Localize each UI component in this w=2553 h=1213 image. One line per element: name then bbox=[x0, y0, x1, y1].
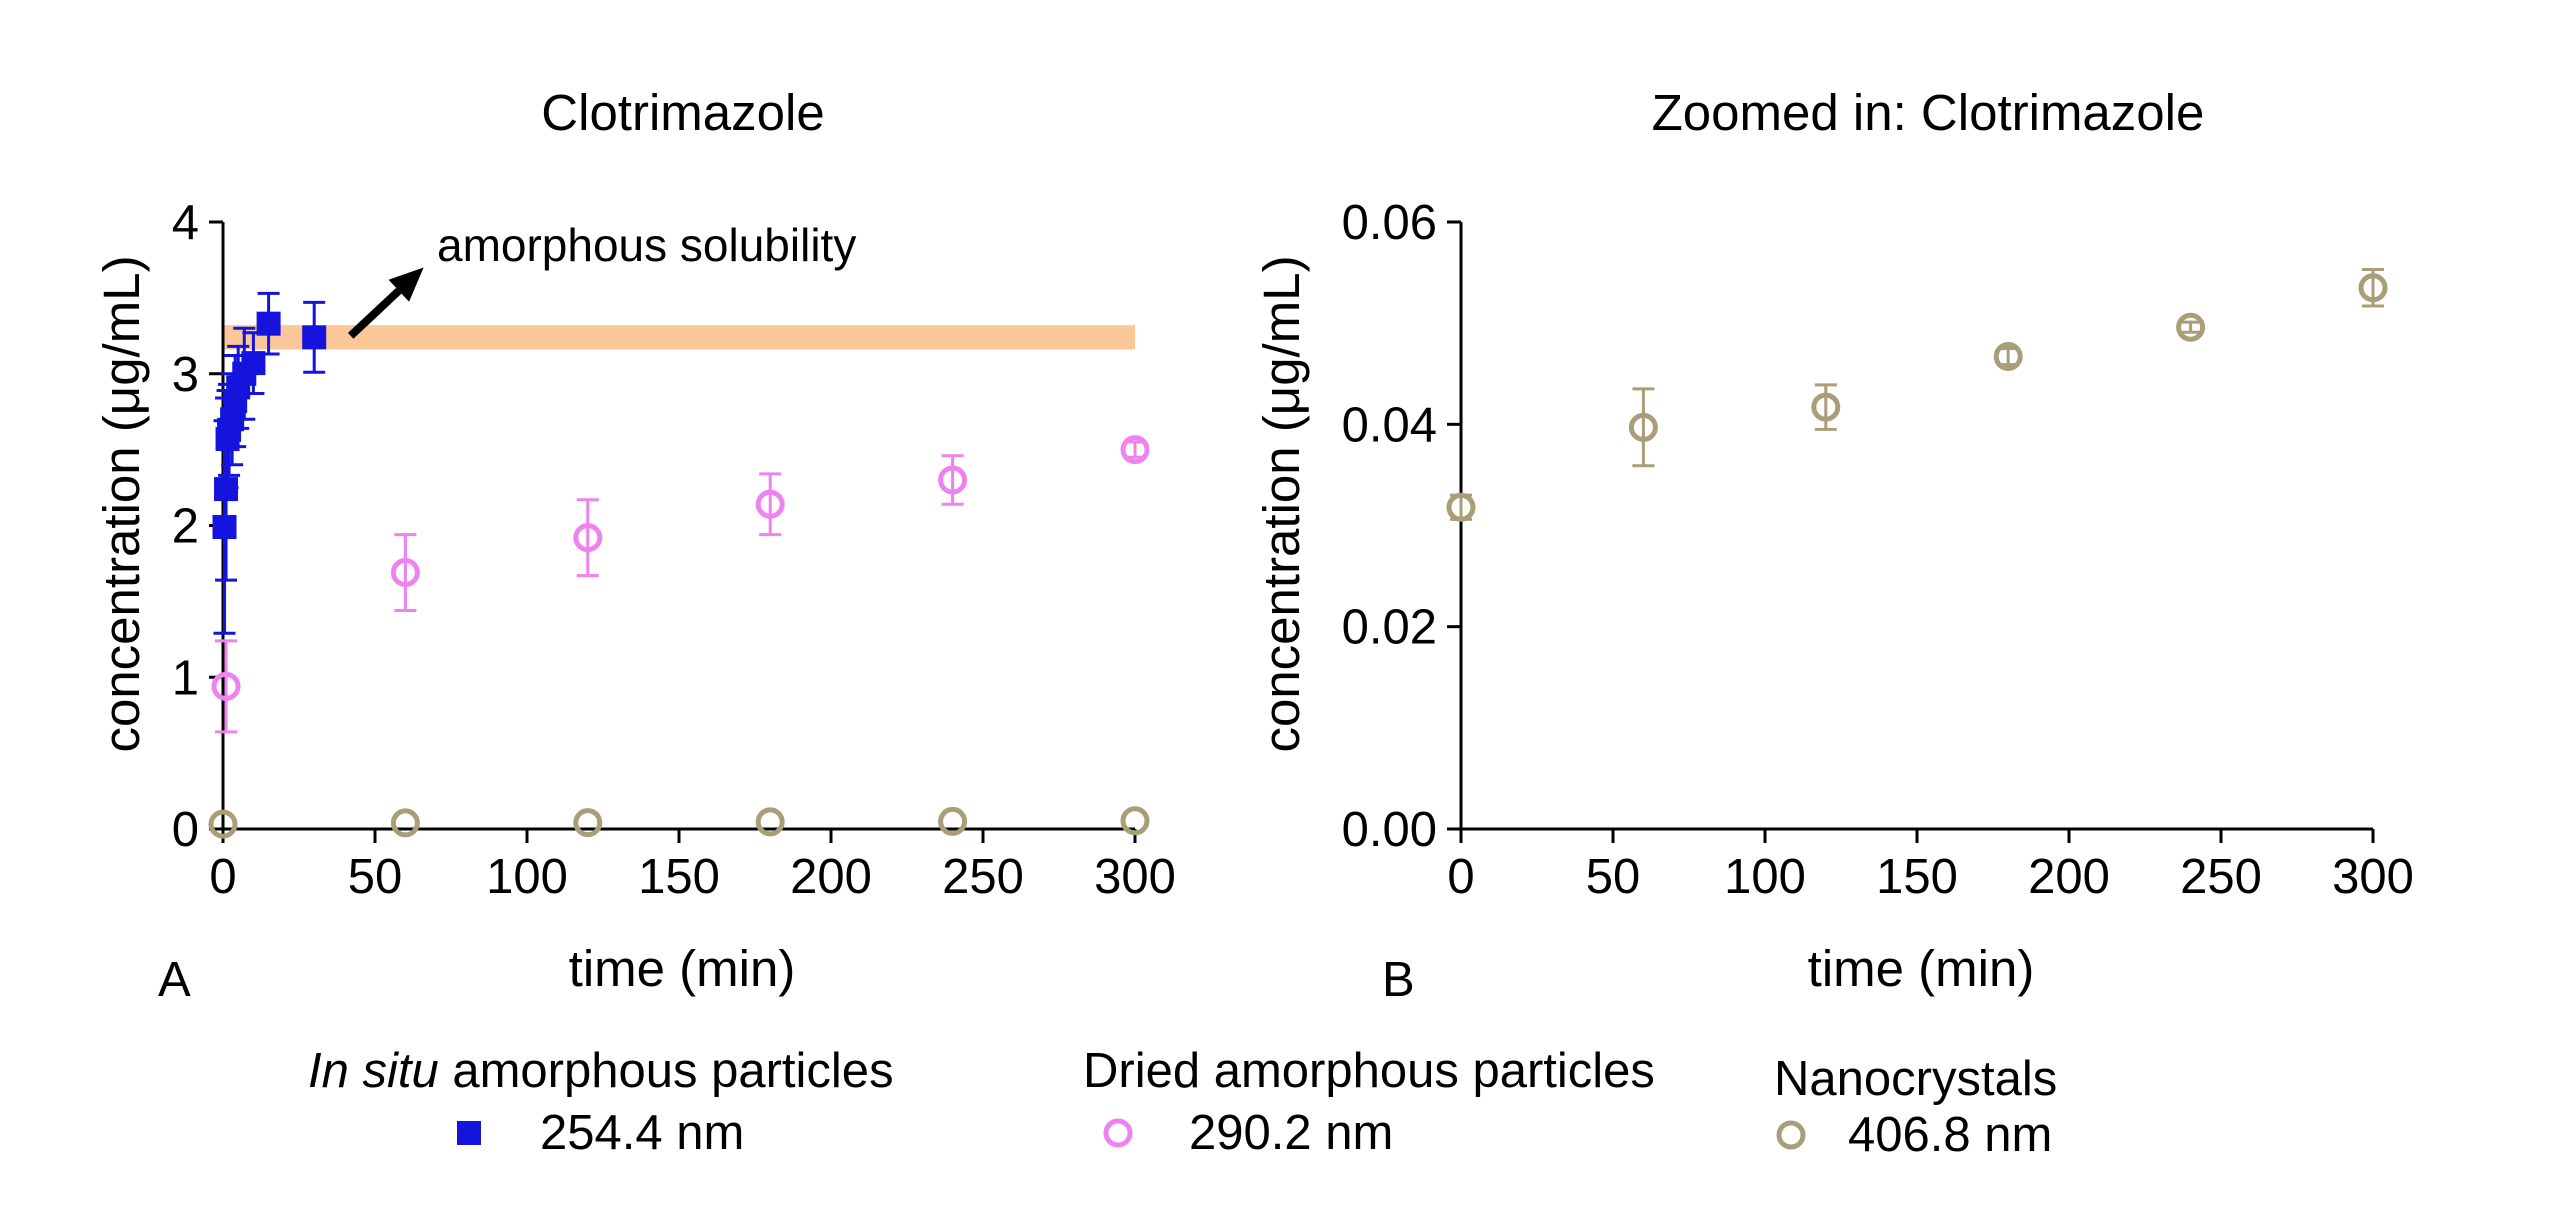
panel-a-dried-amorphous-particles-point bbox=[573, 523, 603, 553]
panel-b-nanocrystals-point bbox=[1811, 392, 1841, 422]
panel-b-chart: Zoomed in: Clotrimazole B time (min) con… bbox=[1253, 84, 2414, 1007]
legend-filled-square-marker bbox=[446, 1110, 492, 1156]
panel-a-x-axis-label: time (min) bbox=[569, 940, 796, 997]
legend-dried-title: Dried amorphous particles bbox=[1083, 1044, 1655, 1098]
legend-in-situ: In situ amorphous particles 254.4 nm bbox=[308, 1043, 894, 1161]
panel-a-annotation: amorphous solubility bbox=[347, 219, 856, 339]
panel-b-x-tick-label: 200 bbox=[2028, 850, 2110, 904]
legend-open-circle-marker-tan bbox=[1768, 1112, 1814, 1158]
legend-open-circle-marker-pink bbox=[1095, 1110, 1141, 1156]
legend-nanocrystals-value: 406.8 nm bbox=[1848, 1108, 2053, 1162]
panel-a-y-tick-label: 2 bbox=[172, 500, 199, 554]
panel-a-solubility-band-layer bbox=[223, 325, 1135, 350]
panel-a-letter: A bbox=[158, 953, 191, 1007]
legend-dried-entry: 290.2 nm bbox=[1095, 1105, 1655, 1161]
panel-a-dried-amorphous-particles-point bbox=[755, 489, 785, 519]
legend-in-situ-title-italic: In situ bbox=[308, 1044, 439, 1098]
panel-a-annotation-arrow-shaft bbox=[347, 287, 402, 339]
panel-b-x-tick-label: 150 bbox=[1876, 850, 1958, 904]
panel-b-title: Zoomed in: Clotrimazole bbox=[1652, 84, 2205, 141]
panel-a-x-tick-label: 200 bbox=[790, 850, 872, 904]
panel-b-y-tick-label: 0.00 bbox=[1342, 803, 1437, 857]
panel-a-y-tick-label: 3 bbox=[172, 348, 199, 402]
panel-b-x-tick-label: 300 bbox=[2332, 850, 2414, 904]
panel-a-nanocrystals-point bbox=[938, 806, 968, 836]
panel-a-annotation-arrow-head bbox=[388, 267, 424, 302]
panel-b-x-tick-label: 0 bbox=[1447, 850, 1474, 904]
panel-b-y-tick-label: 0.04 bbox=[1342, 398, 1437, 452]
panel-a-title: Clotrimazole bbox=[541, 84, 824, 141]
panel-b-letter: B bbox=[1382, 953, 1415, 1007]
panel-a-dried-amorphous-particles-point bbox=[390, 558, 420, 588]
panel-a-y-tick-label: 0 bbox=[172, 803, 199, 857]
panel-a-nanocrystals-point bbox=[390, 808, 420, 838]
panel-a-x-tick-label: 100 bbox=[486, 850, 568, 904]
legend-nanocrystals: Nanocrystals 406.8 nm bbox=[1774, 1051, 2057, 1163]
panel-b-nanocrystals-point bbox=[1446, 492, 1476, 522]
panel-a-dried-amorphous-particles-point bbox=[1120, 435, 1150, 465]
panel-a-y-tick-label: 1 bbox=[172, 651, 199, 705]
panel-a-nanocrystals-point bbox=[208, 809, 238, 839]
legend-in-situ-title: In situ amorphous particles bbox=[308, 1043, 894, 1099]
panel-b-x-tick-label: 100 bbox=[1724, 850, 1806, 904]
legend-in-situ-entry: 254.4 nm bbox=[446, 1105, 894, 1161]
panel-b-x-axis-label: time (min) bbox=[1808, 940, 2035, 997]
panel-b-y-axis-label: concentration (μg/mL) bbox=[1253, 255, 1310, 752]
panel-a-dried-amorphous-particles-point bbox=[211, 671, 241, 701]
panel-a-solubility-band bbox=[223, 325, 1135, 350]
panel-a-x-tick-label: 250 bbox=[942, 850, 1024, 904]
panel-b-y-tick-label: 0.06 bbox=[1342, 196, 1437, 250]
panel-b-nanocrystals-point bbox=[2358, 273, 2388, 303]
panel-a-in-situ-amorphous-particles-point bbox=[214, 477, 239, 502]
panel-a-in-situ-amorphous-particles-point bbox=[256, 311, 281, 336]
panel-a-chart: Clotrimazole A time (min) concentration … bbox=[93, 84, 1176, 1007]
panel-a-y-axis-label: concentration (μg/mL) bbox=[93, 255, 150, 752]
panel-a-dried-amorphous-particles-point bbox=[938, 465, 968, 495]
panel-a-x-tick-label: 300 bbox=[1094, 850, 1176, 904]
panel-b-data-marks bbox=[1446, 268, 2388, 522]
panel-b-y-tick-label: 0.02 bbox=[1342, 601, 1437, 655]
panel-a-annotation-text: amorphous solubility bbox=[437, 219, 856, 271]
panel-a-nanocrystals-point bbox=[755, 807, 785, 837]
panel-b-nanocrystals-point bbox=[1993, 342, 2023, 372]
legend-in-situ-title-rest: amorphous particles bbox=[438, 1044, 894, 1098]
legend-nanocrystals-title: Nanocrystals bbox=[1774, 1052, 2058, 1106]
panel-b-x-tick-label: 250 bbox=[2180, 850, 2262, 904]
panel-a-x-tick-label: 50 bbox=[348, 850, 403, 904]
legend-dried: Dried amorphous particles 290.2 nm bbox=[1083, 1043, 1655, 1161]
panel-a-nanocrystals-point bbox=[573, 808, 603, 838]
panel-a-data-marks bbox=[208, 291, 1150, 839]
panel-a-in-situ-amorphous-particles-point bbox=[302, 325, 327, 350]
panel-a-y-tick-label: 4 bbox=[172, 196, 199, 250]
legend-nanocrystals-entry: 406.8 nm bbox=[1768, 1107, 2057, 1163]
panel-a-axes: 0 50 100 150 200 250 300 0 1 2 3 4 bbox=[172, 196, 1176, 904]
panel-a-x-tick-label: 0 bbox=[209, 850, 236, 904]
panel-a-nanocrystals-point bbox=[1120, 806, 1150, 836]
panel-b-nanocrystals-point bbox=[2176, 312, 2206, 342]
legend-dried-value: 290.2 nm bbox=[1189, 1106, 1394, 1160]
panel-b-x-tick-label: 50 bbox=[1586, 850, 1641, 904]
panel-b-nanocrystals-point bbox=[1628, 412, 1658, 442]
panel-b-axes: 0 50 100 150 200 250 300 0.00 0.02 0.04 0.06 bbox=[1342, 196, 2414, 904]
panel-a-x-tick-label: 150 bbox=[638, 850, 720, 904]
legend-in-situ-value: 254.4 nm bbox=[540, 1106, 745, 1160]
panel-a-in-situ-amorphous-particles-point bbox=[212, 515, 237, 540]
